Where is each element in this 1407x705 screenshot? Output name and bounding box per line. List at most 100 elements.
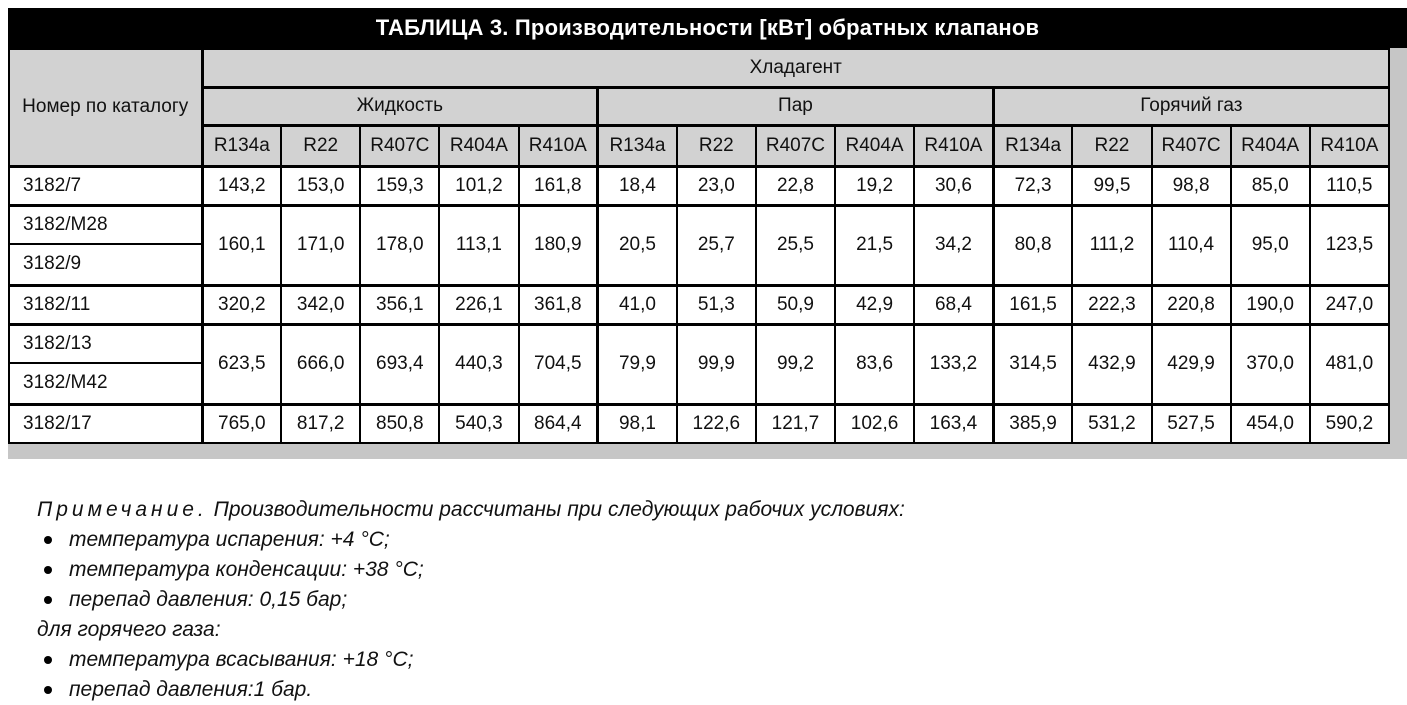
value-cell: 143,2 [200,164,283,206]
value-cell: 72,3 [991,164,1074,206]
row-label: 3182/9 [8,243,203,286]
value-cell: 440,3 [438,322,520,405]
value-cell: 320,2 [200,283,283,325]
value-cell: 42,9 [833,283,916,325]
value-cell: 527,5 [1150,402,1232,444]
capacity-table: Номер по каталогу Хладагент Жидкость Пар… [8,48,1391,444]
note-intro-line: Примечание. Производительности рассчитан… [37,495,1407,525]
value-cell: 99,2 [754,322,837,405]
row-label: 3182/17 [8,402,203,444]
refrigerant-header-vapor-3: R404A [833,123,916,167]
refrigerant-header-liquid-3: R404A [438,123,520,167]
note-item: перепад давления: 0,15 бар; [37,585,1407,615]
value-cell: 765,0 [200,402,283,444]
notes-block: Примечание. Производительности рассчитан… [37,495,1407,705]
value-cell: 83,6 [833,322,916,405]
value-cell: 247,0 [1308,283,1391,325]
value-cell: 25,7 [675,203,757,286]
value-cell: 385,9 [991,402,1074,444]
note-item-text: перепад давления:1 бар. [69,678,313,701]
value-cell: 133,2 [913,322,995,405]
bullet-icon [44,536,52,544]
value-cell: 41,0 [596,283,678,325]
refrigerant-header-liquid-0: R134a [200,123,283,167]
refrigerant-header-liquid-2: R407C [359,123,441,167]
value-cell: 171,0 [280,203,362,286]
refrigerant-header-liquid-1: R22 [280,123,362,167]
value-cell: 623,5 [200,322,283,405]
refrigerant-header-vapor-4: R410A [913,123,995,167]
note-item-text: перепад давления: 0,15 бар; [69,588,348,611]
value-cell: 850,8 [359,402,441,444]
bullet-icon [44,596,52,604]
value-cell: 98,1 [596,402,678,444]
value-cell: 481,0 [1308,322,1391,405]
value-cell: 161,5 [991,283,1074,325]
row-label: 3182/7 [8,164,203,206]
value-cell: 110,5 [1308,164,1391,206]
refrigerant-header-hotgas-1: R22 [1071,123,1153,167]
value-cell: 226,1 [438,283,520,325]
refrigerant-header-vapor-2: R407C [754,123,837,167]
value-cell: 160,1 [200,203,283,286]
value-cell: 314,5 [991,322,1074,405]
value-cell: 123,5 [1308,203,1391,286]
value-cell: 864,4 [517,402,599,444]
value-cell: 361,8 [517,283,599,325]
note-item-text: температура всасывания: +18 °С; [69,648,414,671]
value-cell: 220,8 [1150,283,1232,325]
value-cell: 432,9 [1071,322,1153,405]
group-header-hotgas: Горячий газ [991,85,1390,126]
value-cell: 85,0 [1229,164,1311,206]
row-label: 3182/M42 [8,362,203,405]
value-cell: 20,5 [596,203,678,286]
value-cell: 22,8 [754,164,837,206]
value-cell: 540,3 [438,402,520,444]
refrigerant-group-header: Хладагент [200,48,1390,88]
value-cell: 25,5 [754,203,837,286]
bullet-icon [44,566,52,574]
note-heading: Примечание. [37,498,208,521]
corner-header: Номер по каталогу [8,48,204,167]
refrigerant-header-hotgas-4: R410A [1308,123,1391,167]
row-label: 3182/11 [8,283,203,325]
value-cell: 190,0 [1229,283,1311,325]
bullet-icon [44,686,52,694]
refrigerant-header-liquid-4: R410A [517,123,599,167]
row-label: 3182/M28 [8,203,203,245]
value-cell: 110,4 [1150,203,1232,286]
value-cell: 95,0 [1229,203,1311,286]
value-cell: 356,1 [359,283,441,325]
note-item: перепад давления:1 бар. [37,675,1407,705]
value-cell: 102,6 [833,402,916,444]
row-label: 3182/13 [8,322,203,364]
value-cell: 30,6 [913,164,995,206]
table-shadow-band: Номер по каталогу Хладагент Жидкость Пар… [8,48,1407,459]
table-title: ТАБЛИЦА 3. Производительности [кВт] обра… [8,8,1407,48]
value-cell: 153,0 [280,164,362,206]
value-cell: 454,0 [1229,402,1311,444]
value-cell: 23,0 [675,164,757,206]
note-item: температура всасывания: +18 °С; [37,645,1407,675]
value-cell: 342,0 [280,283,362,325]
note-intro: Производительности рассчитаны при следую… [213,498,905,521]
value-cell: 18,4 [596,164,678,206]
refrigerant-header-vapor-0: R134a [596,123,678,167]
note-item: температура испарения: +4 °С; [37,525,1407,555]
refrigerant-header-vapor-1: R22 [675,123,757,167]
value-cell: 19,2 [833,164,916,206]
value-cell: 122,6 [675,402,757,444]
value-cell: 50,9 [754,283,837,325]
value-cell: 159,3 [359,164,441,206]
value-cell: 79,9 [596,322,678,405]
capacity-table-block: ТАБЛИЦА 3. Производительности [кВт] обра… [8,8,1407,459]
value-cell: 178,0 [359,203,441,286]
value-cell: 370,0 [1229,322,1311,405]
note-subheading: для горячего газа: [37,618,221,641]
group-header-liquid: Жидкость [200,85,599,126]
bullet-icon [44,656,52,664]
value-cell: 111,2 [1071,203,1153,286]
value-cell: 666,0 [280,322,362,405]
value-cell: 704,5 [517,322,599,405]
note-item-text: температура конденсации: +38 °С; [69,558,424,581]
